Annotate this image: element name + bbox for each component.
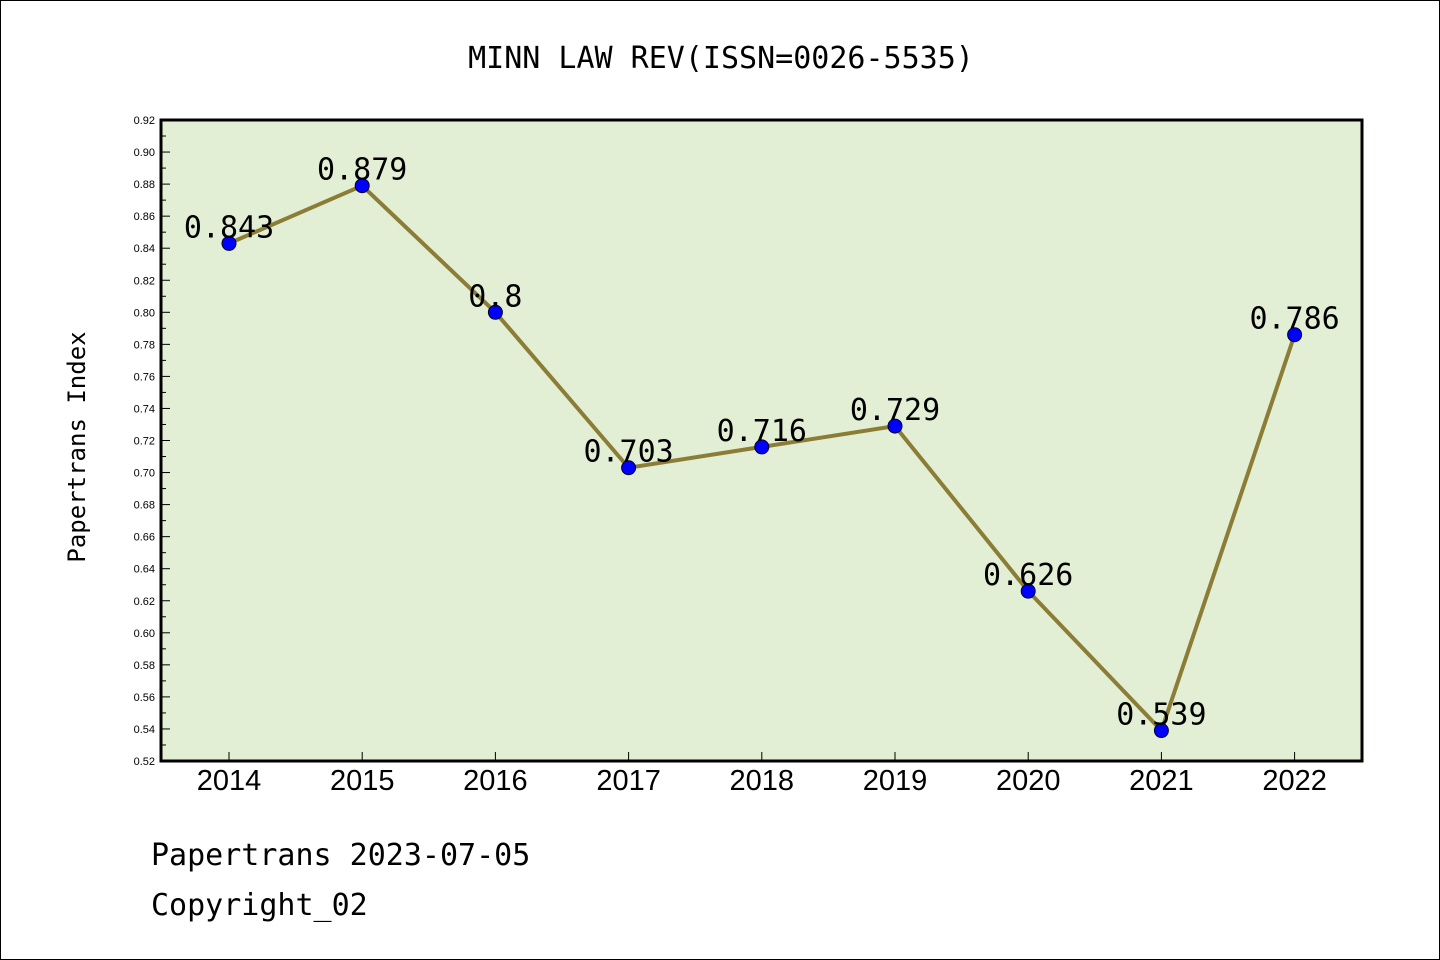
- y-tick-label: 0.60: [134, 628, 155, 640]
- y-tick-label: 0.72: [134, 436, 155, 448]
- y-tick-label: 0.70: [134, 468, 155, 480]
- chart-title: MINN LAW REV(ISSN=0026-5535): [468, 41, 974, 76]
- y-tick-label: 0.56: [134, 692, 155, 704]
- data-point: [1287, 327, 1303, 343]
- y-tick-label: 0.52: [134, 756, 155, 768]
- y-tick-label: 0.86: [134, 211, 155, 223]
- y-axis-label: Papertrans Index: [63, 331, 91, 562]
- data-label: 0.703: [583, 435, 673, 470]
- data-label: 0.626: [983, 558, 1073, 593]
- data-point: [221, 235, 237, 251]
- x-tick-label: 2016: [463, 765, 528, 797]
- y-tick-label: 0.76: [134, 371, 155, 383]
- x-tick-label: 2022: [1262, 765, 1327, 797]
- data-label: 0.539: [1116, 698, 1206, 733]
- y-tick-label: 0.88: [134, 179, 155, 191]
- y-tick-label: 0.54: [134, 724, 155, 736]
- data-labels: 0.843 0.879 0.8 0.703 0.716 0.729 0.626 0.539 0.…: [184, 153, 1340, 733]
- y-tick-label: 0.90: [134, 147, 155, 159]
- footer-date: Papertrans 2023-07-05: [151, 838, 530, 873]
- y-tick-label: 0.78: [134, 339, 155, 351]
- data-point: [487, 304, 503, 320]
- footer-copyright: Copyright_02: [151, 888, 368, 923]
- y-tick-label: 0.64: [134, 564, 155, 576]
- y-tick-label: 0.62: [134, 596, 155, 608]
- data-point: [621, 460, 637, 476]
- x-tick-label: 2019: [863, 765, 928, 797]
- y-tick-label: 0.74: [134, 403, 155, 415]
- x-tick-label: 2014: [197, 765, 262, 797]
- data-point: [1020, 583, 1036, 599]
- data-point: [354, 178, 370, 194]
- data-label: 0.8: [468, 279, 522, 314]
- data-label: 0.786: [1249, 302, 1339, 337]
- x-tick-label: 2015: [330, 765, 395, 797]
- data-markers: [221, 178, 1303, 739]
- y-tick-label: 0.82: [134, 275, 155, 287]
- y-tick-label: 0.80: [134, 307, 155, 319]
- y-tick-label: 0.58: [134, 660, 155, 672]
- x-tick-label: 2017: [596, 765, 661, 797]
- data-label: 0.716: [717, 414, 807, 449]
- y-axis: 0.52 0.54 0.56 0.58 0.60 0.62 0.64 0.66 0.68 0.70…: [134, 115, 170, 768]
- data-point: [887, 418, 903, 434]
- x-tick-label: 2020: [996, 765, 1061, 797]
- y-tick-label: 0.66: [134, 532, 155, 544]
- data-label: 0.879: [317, 153, 407, 188]
- y-tick-label: 0.84: [134, 243, 155, 255]
- data-point: [754, 439, 770, 455]
- y-tick-label: 0.92: [134, 115, 155, 127]
- data-label: 0.729: [850, 393, 940, 428]
- x-tick-label: 2021: [1129, 765, 1194, 797]
- x-tick-label: 2018: [730, 765, 795, 797]
- y-tick-label: 0.68: [134, 500, 155, 512]
- data-point: [1153, 723, 1169, 739]
- data-label: 0.843: [184, 210, 274, 245]
- x-axis: 2014 2015 2016 2017 2018 2019 2020 2021 2022: [197, 752, 1327, 797]
